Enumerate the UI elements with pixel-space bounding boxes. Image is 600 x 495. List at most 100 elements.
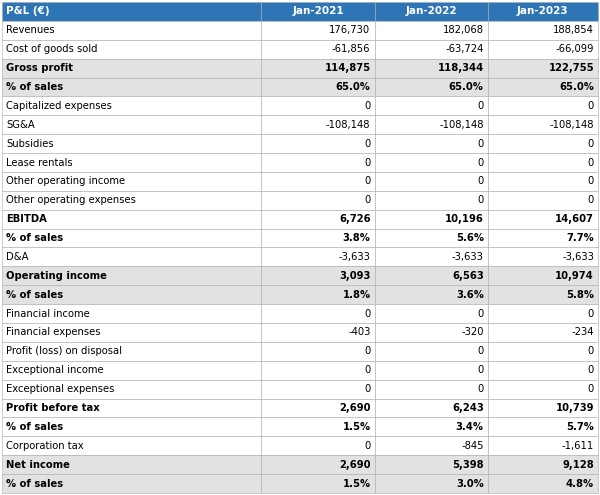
Bar <box>488 342 598 361</box>
Text: -1,611: -1,611 <box>562 441 594 451</box>
Bar <box>488 285 598 304</box>
Bar <box>374 210 488 229</box>
Text: % of sales: % of sales <box>6 422 63 432</box>
Text: 0: 0 <box>478 157 484 167</box>
Bar <box>374 285 488 304</box>
Bar <box>2 342 261 361</box>
Text: 5,398: 5,398 <box>452 460 484 470</box>
Text: Financial expenses: Financial expenses <box>6 328 101 338</box>
Text: Cost of goods sold: Cost of goods sold <box>6 44 97 54</box>
Text: -845: -845 <box>461 441 484 451</box>
Text: 0: 0 <box>364 308 371 319</box>
Bar <box>488 455 598 474</box>
Bar <box>261 304 374 323</box>
Text: 6,563: 6,563 <box>452 271 484 281</box>
Text: 0: 0 <box>478 101 484 111</box>
Text: 0: 0 <box>588 196 594 205</box>
Text: 3.0%: 3.0% <box>456 479 484 489</box>
Bar <box>488 398 598 417</box>
Text: 0: 0 <box>478 139 484 148</box>
Text: Revenues: Revenues <box>6 25 55 35</box>
Bar <box>374 437 488 455</box>
Bar <box>2 191 261 210</box>
Text: 3.6%: 3.6% <box>456 290 484 299</box>
Bar <box>261 398 374 417</box>
Text: 176,730: 176,730 <box>329 25 371 35</box>
Text: 0: 0 <box>478 196 484 205</box>
Text: Gross profit: Gross profit <box>6 63 73 73</box>
Text: Subsidies: Subsidies <box>6 139 53 148</box>
Bar <box>374 153 488 172</box>
Bar <box>488 191 598 210</box>
Text: 0: 0 <box>588 101 594 111</box>
Bar <box>488 58 598 78</box>
Text: Lease rentals: Lease rentals <box>6 157 73 167</box>
Text: P&L (€): P&L (€) <box>6 6 50 16</box>
Bar <box>2 380 261 398</box>
Bar <box>488 266 598 285</box>
Bar <box>261 2 374 21</box>
Text: 5.7%: 5.7% <box>566 422 594 432</box>
Text: -108,148: -108,148 <box>326 120 371 130</box>
Bar <box>261 58 374 78</box>
Text: -3,633: -3,633 <box>452 252 484 262</box>
Text: -320: -320 <box>461 328 484 338</box>
Bar <box>2 210 261 229</box>
Text: 14,607: 14,607 <box>555 214 594 224</box>
Bar <box>2 40 261 58</box>
Text: 0: 0 <box>478 308 484 319</box>
Text: 3.4%: 3.4% <box>456 422 484 432</box>
Text: -108,148: -108,148 <box>439 120 484 130</box>
Text: 2,690: 2,690 <box>339 460 371 470</box>
Bar <box>374 21 488 40</box>
Bar <box>261 134 374 153</box>
Bar <box>2 361 261 380</box>
Text: -108,148: -108,148 <box>550 120 594 130</box>
Text: 1.5%: 1.5% <box>343 422 371 432</box>
Text: 0: 0 <box>364 196 371 205</box>
Text: 65.0%: 65.0% <box>449 82 484 92</box>
Bar <box>374 417 488 437</box>
Bar <box>261 191 374 210</box>
Bar <box>2 78 261 97</box>
Text: 0: 0 <box>364 384 371 394</box>
Bar <box>2 134 261 153</box>
Bar <box>2 398 261 417</box>
Bar <box>488 2 598 21</box>
Text: -3,633: -3,633 <box>338 252 371 262</box>
Bar <box>488 172 598 191</box>
Text: -3,633: -3,633 <box>562 252 594 262</box>
Text: EBITDA: EBITDA <box>6 214 47 224</box>
Bar <box>2 266 261 285</box>
Bar <box>261 323 374 342</box>
Bar <box>488 134 598 153</box>
Bar <box>374 58 488 78</box>
Text: 0: 0 <box>364 157 371 167</box>
Bar <box>261 380 374 398</box>
Text: 0: 0 <box>364 176 371 187</box>
Bar <box>488 153 598 172</box>
Bar <box>374 115 488 134</box>
Text: 0: 0 <box>478 346 484 356</box>
Bar <box>261 21 374 40</box>
Bar <box>2 229 261 248</box>
Text: % of sales: % of sales <box>6 233 63 243</box>
Text: 5.8%: 5.8% <box>566 290 594 299</box>
Bar <box>2 115 261 134</box>
Text: 10,196: 10,196 <box>445 214 484 224</box>
Bar <box>374 323 488 342</box>
Text: Profit before tax: Profit before tax <box>6 403 100 413</box>
Text: Jan-2021: Jan-2021 <box>292 6 344 16</box>
Text: 0: 0 <box>588 365 594 375</box>
Bar <box>2 248 261 266</box>
Text: Exceptional income: Exceptional income <box>6 365 104 375</box>
Text: 1.5%: 1.5% <box>343 479 371 489</box>
Text: SG&A: SG&A <box>6 120 35 130</box>
Bar <box>2 97 261 115</box>
Text: 10,739: 10,739 <box>556 403 594 413</box>
Bar <box>2 417 261 437</box>
Text: 0: 0 <box>478 384 484 394</box>
Bar <box>374 342 488 361</box>
Bar <box>374 2 488 21</box>
Bar <box>2 285 261 304</box>
